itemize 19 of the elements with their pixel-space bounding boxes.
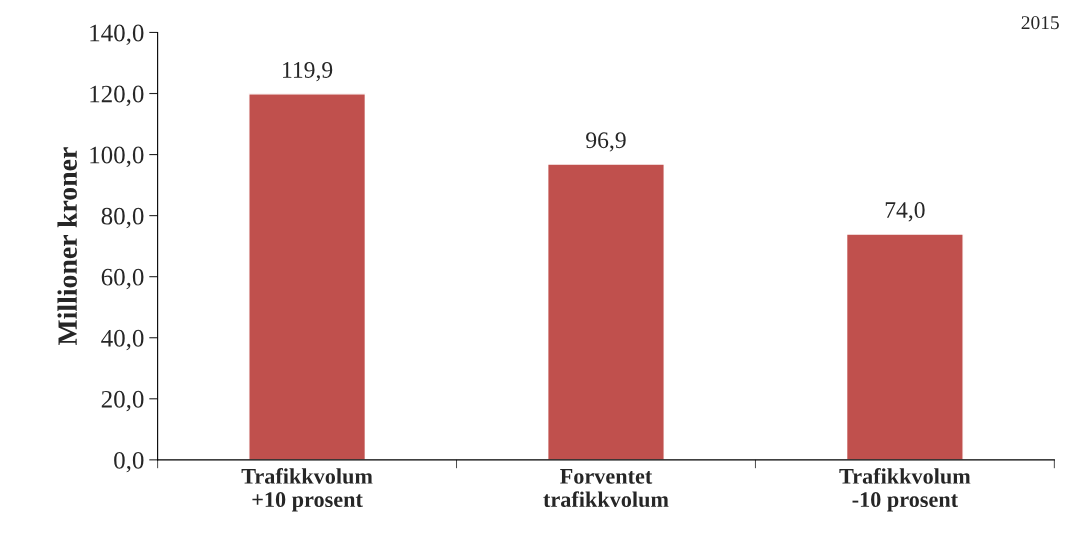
y-tick-label: 40,0	[101, 329, 144, 351]
y-tick-label: 120,0	[90, 85, 144, 107]
text: 2015	[1021, 16, 1059, 30]
data-label: 74,0	[885, 202, 925, 222]
y-axis-title: Millioner kroner	[57, 147, 77, 346]
y-tick-label: 80,0	[101, 207, 144, 229]
x-tick-label: Trafikkvolum +10 prosent	[241, 467, 373, 512]
bar	[248, 93, 367, 460]
y-tick-label: 140,0	[90, 24, 144, 45]
y-tick-label: 100,0	[90, 146, 144, 168]
bar	[845, 233, 964, 460]
y-tick-label: 60,0	[101, 268, 144, 290]
y-tick-label: 0,0	[114, 451, 144, 473]
x-tick-label: Forventet trafikkvolum	[543, 469, 669, 508]
y-tick-label: 20,0	[101, 390, 144, 412]
data-label: 119,9	[283, 62, 333, 82]
bar	[547, 163, 665, 460]
x-tick-label: Trafikkvolum -10 prosent	[839, 467, 971, 512]
data-label: 96,9	[586, 132, 626, 152]
